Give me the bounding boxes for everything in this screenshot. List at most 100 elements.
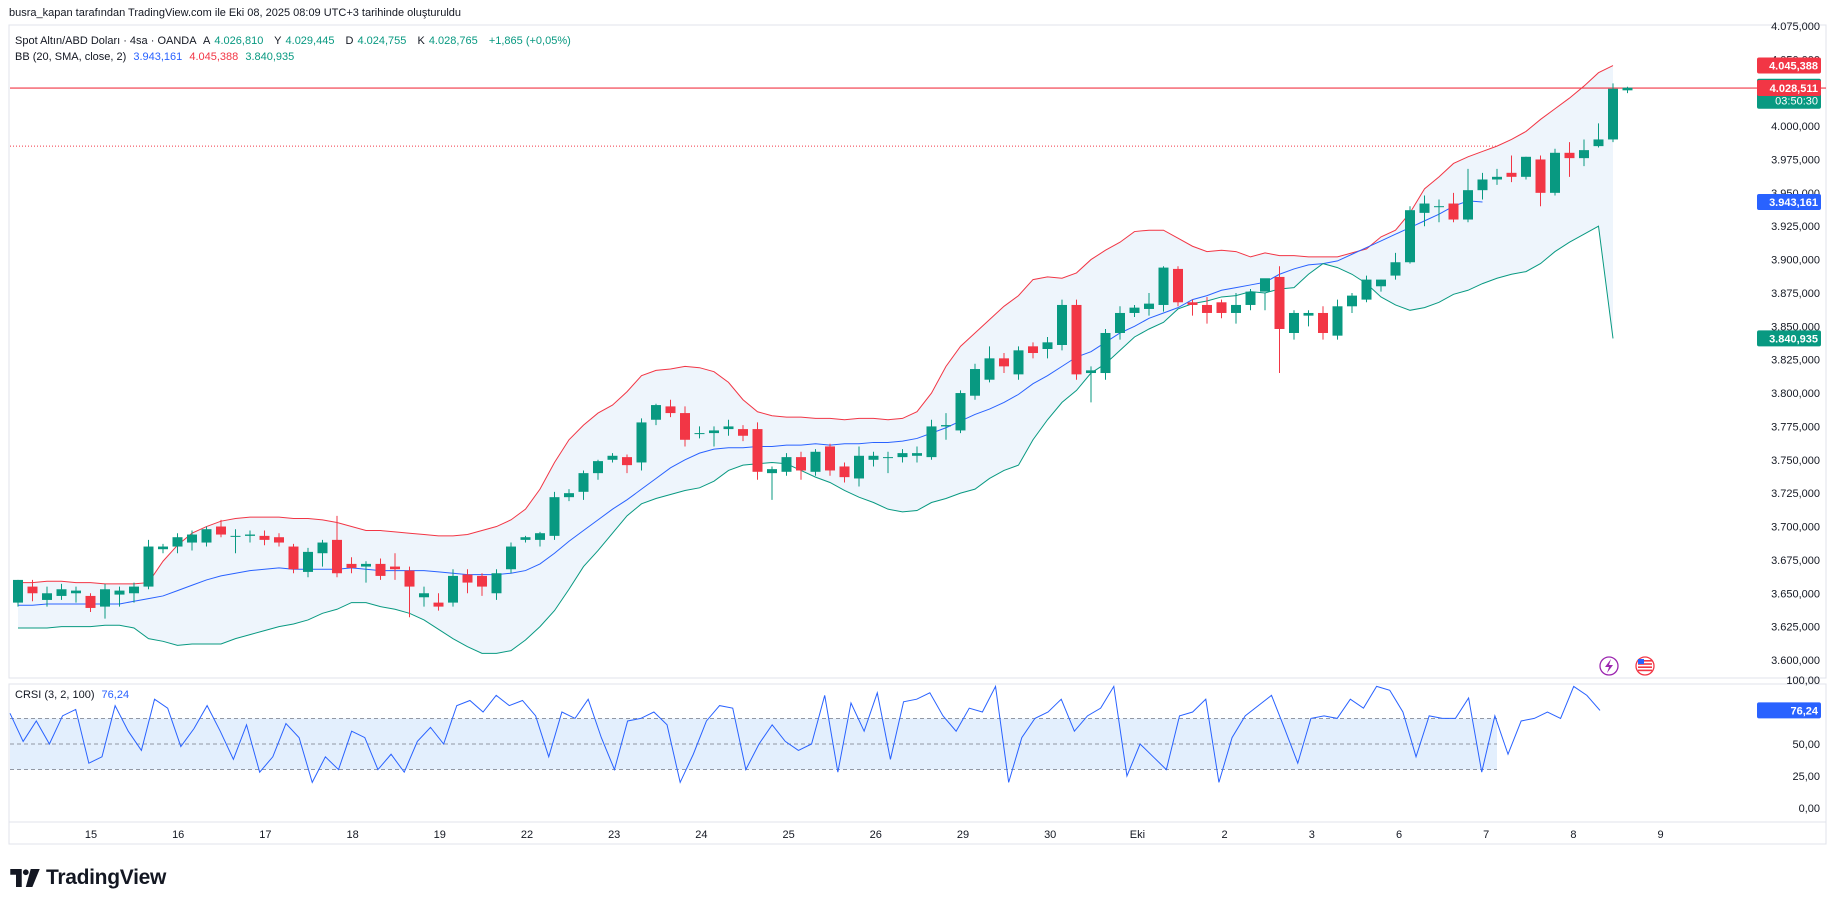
candle[interactable] — [1535, 155, 1546, 207]
candle[interactable] — [897, 449, 908, 463]
candle[interactable] — [607, 453, 618, 463]
candle[interactable] — [1158, 266, 1169, 312]
candle[interactable] — [1274, 266, 1285, 374]
candle[interactable] — [578, 470, 589, 500]
candle[interactable] — [1463, 168, 1473, 223]
candle[interactable] — [114, 586, 125, 607]
candle[interactable] — [375, 558, 386, 580]
candle[interactable] — [506, 542, 516, 574]
candle[interactable] — [448, 569, 458, 607]
candle[interactable] — [13, 579, 23, 607]
candle[interactable] — [1492, 168, 1502, 185]
candle[interactable] — [694, 426, 705, 439]
candle[interactable] — [651, 403, 661, 426]
candle[interactable] — [854, 446, 864, 487]
candle[interactable] — [1115, 306, 1125, 340]
candle[interactable] — [520, 535, 531, 543]
candle[interactable] — [230, 529, 241, 554]
bb-legend[interactable]: BB (20, SMA, close, 2) 3.943,161 4.045,3… — [15, 51, 298, 63]
symbol-label[interactable]: Spot Altın/ABD Doları · 4sa · OANDA — [15, 35, 197, 47]
candle[interactable] — [274, 533, 284, 547]
candle[interactable] — [259, 530, 270, 546]
candle[interactable] — [1129, 304, 1140, 317]
candle[interactable] — [1376, 279, 1386, 292]
candle[interactable] — [738, 425, 748, 442]
candle[interactable] — [158, 543, 168, 554]
candle[interactable] — [1622, 86, 1633, 94]
candle[interactable] — [433, 593, 444, 611]
candle[interactable] — [781, 453, 792, 476]
candle[interactable] — [1173, 266, 1183, 307]
candle[interactable] — [709, 426, 719, 447]
candle[interactable] — [332, 515, 342, 578]
candle[interactable] — [622, 454, 632, 474]
candle[interactable] — [317, 539, 328, 567]
candle[interactable] — [1434, 199, 1444, 223]
candle[interactable] — [1564, 142, 1575, 177]
candle[interactable] — [129, 582, 139, 603]
candle[interactable] — [926, 419, 937, 460]
candle[interactable] — [1144, 292, 1154, 316]
candle[interactable] — [42, 586, 52, 607]
candle[interactable] — [941, 413, 951, 440]
candle[interactable] — [143, 539, 154, 590]
candle[interactable] — [636, 418, 647, 471]
candle[interactable] — [1086, 366, 1096, 403]
candle[interactable] — [71, 586, 81, 603]
candle[interactable] — [883, 451, 893, 474]
candle[interactable] — [839, 462, 850, 483]
candle[interactable] — [100, 583, 110, 619]
candle[interactable] — [1216, 299, 1227, 319]
candle[interactable] — [1057, 299, 1067, 351]
candle[interactable] — [1318, 306, 1328, 340]
candle[interactable] — [477, 573, 487, 596]
candle[interactable] — [796, 451, 806, 480]
candle[interactable] — [1550, 148, 1560, 196]
candle[interactable] — [1245, 288, 1256, 311]
candle[interactable] — [665, 399, 676, 418]
tradingview-logo[interactable]: TradingView — [10, 866, 166, 890]
candle[interactable] — [1405, 206, 1415, 264]
candle[interactable] — [85, 593, 96, 612]
candle[interactable] — [680, 406, 690, 447]
candle[interactable] — [462, 569, 473, 594]
candle[interactable] — [1013, 346, 1024, 380]
candle[interactable] — [564, 489, 574, 502]
candle[interactable] — [825, 443, 835, 476]
candle[interactable] — [970, 363, 980, 400]
candle[interactable] — [1028, 342, 1038, 359]
candle[interactable] — [1303, 310, 1314, 327]
candle[interactable] — [1608, 83, 1618, 143]
candle[interactable] — [491, 569, 502, 600]
candle[interactable] — [1448, 192, 1459, 223]
candle[interactable] — [810, 449, 821, 476]
candle[interactable] — [390, 553, 400, 580]
candle[interactable] — [549, 491, 560, 540]
candle[interactable] — [984, 346, 995, 383]
candle[interactable] — [172, 533, 183, 554]
candle[interactable] — [1071, 299, 1082, 380]
candle[interactable] — [723, 419, 734, 436]
candle[interactable] — [1260, 278, 1270, 311]
candle[interactable] — [1361, 275, 1372, 303]
candle[interactable] — [912, 446, 922, 463]
candle[interactable] — [1289, 310, 1299, 340]
candle[interactable] — [56, 583, 67, 600]
candle[interactable] — [361, 561, 371, 583]
candle[interactable] — [1332, 299, 1343, 340]
candle[interactable] — [1579, 139, 1589, 167]
us-flag-icon[interactable] — [1635, 656, 1655, 676]
candle[interactable] — [187, 530, 197, 551]
candle[interactable] — [288, 543, 299, 574]
candle[interactable] — [201, 526, 212, 547]
candle[interactable] — [535, 531, 545, 547]
candle[interactable] — [245, 530, 255, 543]
candle[interactable] — [1202, 296, 1212, 324]
candle[interactable] — [303, 547, 313, 578]
candle[interactable] — [1231, 292, 1241, 324]
candle[interactable] — [419, 586, 429, 607]
crsi-legend[interactable]: CRSI (3, 2, 100) 76,24 — [15, 689, 133, 701]
candle[interactable] — [404, 566, 415, 618]
candle[interactable] — [1100, 328, 1111, 380]
